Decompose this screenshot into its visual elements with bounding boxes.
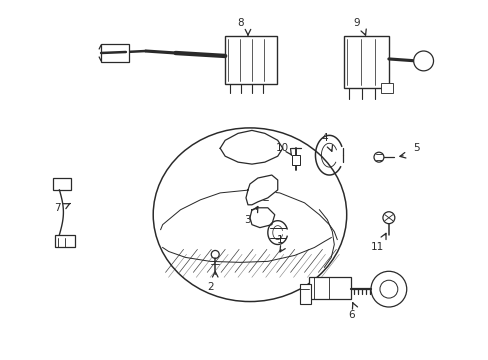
Text: 5: 5 — [412, 143, 419, 153]
Text: 6: 6 — [347, 310, 354, 320]
Text: 9: 9 — [353, 18, 360, 28]
Circle shape — [382, 212, 394, 224]
Bar — [344, 36, 388, 88]
Polygon shape — [245, 175, 277, 205]
Polygon shape — [220, 130, 282, 164]
Circle shape — [370, 271, 406, 307]
Bar — [309, 277, 350, 299]
Bar — [291, 155, 299, 165]
Bar — [299, 284, 311, 304]
Circle shape — [379, 280, 397, 298]
Circle shape — [373, 152, 383, 162]
Text: 2: 2 — [206, 282, 213, 292]
Text: 3: 3 — [243, 215, 250, 225]
Text: 10: 10 — [276, 143, 289, 153]
Bar — [55, 235, 75, 247]
Polygon shape — [249, 208, 274, 228]
Text: 4: 4 — [321, 133, 327, 143]
Ellipse shape — [153, 128, 346, 302]
Circle shape — [413, 51, 433, 71]
Bar — [224, 36, 276, 84]
Text: 7: 7 — [54, 203, 61, 213]
Text: 1: 1 — [276, 234, 283, 244]
Bar — [101, 44, 129, 62]
Text: 11: 11 — [369, 243, 383, 252]
Circle shape — [211, 251, 219, 258]
Text: 8: 8 — [237, 18, 244, 28]
Bar — [380, 83, 392, 93]
Bar — [53, 178, 71, 190]
